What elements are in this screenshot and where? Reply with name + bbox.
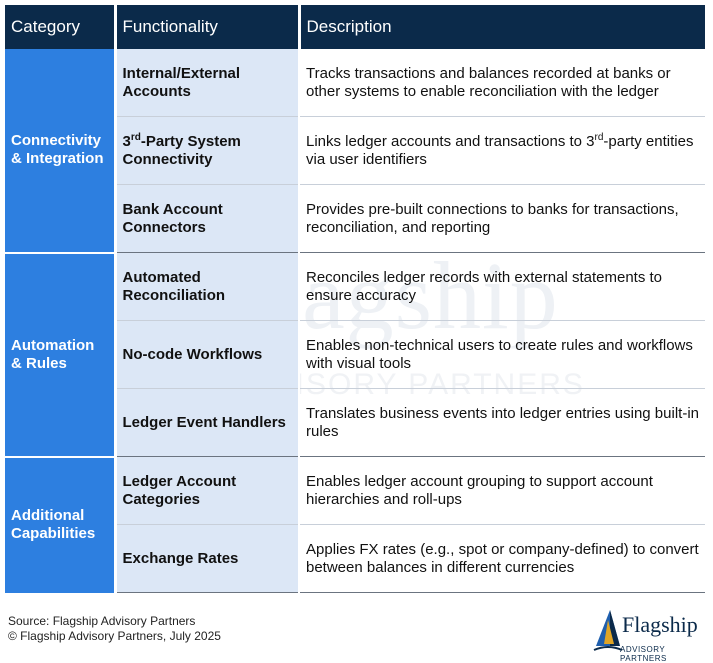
table-header-row: Category Functionality Description <box>5 5 705 49</box>
footer-notes: Source: Flagship Advisory Partners © Fla… <box>8 614 221 644</box>
table-row: No-code Workflows Enables non-technical … <box>5 320 705 389</box>
logo-word: Flagship <box>622 612 698 637</box>
description-cell: Reconciles ledger records with external … <box>299 252 705 321</box>
header-category: Category <box>5 5 117 49</box>
header-functionality: Functionality <box>115 5 301 49</box>
functionality-cell: Ledger Account Categories <box>115 456 300 525</box>
table-row: 3rd-Party System Connectivity Links ledg… <box>5 116 705 185</box>
sail-icon <box>593 610 623 651</box>
functionality-cell: No-code Workflows <box>115 320 300 389</box>
description-cell: Applies FX rates (e.g., spot or company-… <box>299 524 705 593</box>
description-cell: Tracks transactions and balances recorde… <box>299 49 705 117</box>
logo-subtitle: ADVISORY PARTNERS <box>620 645 667 663</box>
category-additional-capabilities: Additional Capabilities <box>5 456 117 593</box>
description-cell: Links ledger accounts and transactions t… <box>299 116 705 185</box>
table-row: Bank Account Connectors Provides pre-bui… <box>5 184 705 253</box>
functionality-cell: Exchange Rates <box>115 524 300 593</box>
functionality-text-post: -Party System Connectivity <box>122 132 241 168</box>
table-row: Connectivity & Integration Internal/Exte… <box>5 49 705 254</box>
description-cell: Provides pre-built connections to banks … <box>299 184 705 253</box>
flagship-logo: Flagship ADVISORY PARTNERS <box>592 606 710 663</box>
table-row: Automation & Rules Automated Reconciliat… <box>5 252 705 458</box>
category-automation-rules: Automation & Rules <box>5 252 117 458</box>
copyright-note: © Flagship Advisory Partners, July 2025 <box>8 629 221 643</box>
description-text-post: -party entities via user identifiers <box>306 132 694 168</box>
functionality-cell: 3rd-Party System Connectivity <box>115 116 300 185</box>
functionality-cell: Bank Account Connectors <box>115 184 300 253</box>
header-description: Description <box>299 5 705 49</box>
description-cell: Enables ledger account grouping to suppo… <box>299 456 705 525</box>
table-row: Ledger Event Handlers Translates busines… <box>5 388 705 457</box>
functionality-cell: Ledger Event Handlers <box>115 388 300 457</box>
description-cell: Translates business events into ledger e… <box>299 388 705 457</box>
functionality-cell: Internal/External Accounts <box>115 49 300 117</box>
functionality-cell: Automated Reconciliation <box>115 252 300 321</box>
table-row: Exchange Rates Applies FX rates (e.g., s… <box>5 524 705 593</box>
description-text-pre: Links ledger accounts and transactions t… <box>306 132 595 150</box>
description-superscript: rd <box>594 131 604 143</box>
table-row: Additional Capabilities Ledger Account C… <box>5 456 705 593</box>
category-connectivity-integration: Connectivity & Integration <box>5 49 117 254</box>
source-note: Source: Flagship Advisory Partners <box>8 614 196 628</box>
description-cell: Enables non-technical users to create ru… <box>299 320 705 389</box>
functionality-superscript: rd <box>130 131 141 143</box>
capabilities-table: Category Functionality Description Conne… <box>5 5 705 593</box>
functionality-text-pre: 3 <box>122 132 131 150</box>
